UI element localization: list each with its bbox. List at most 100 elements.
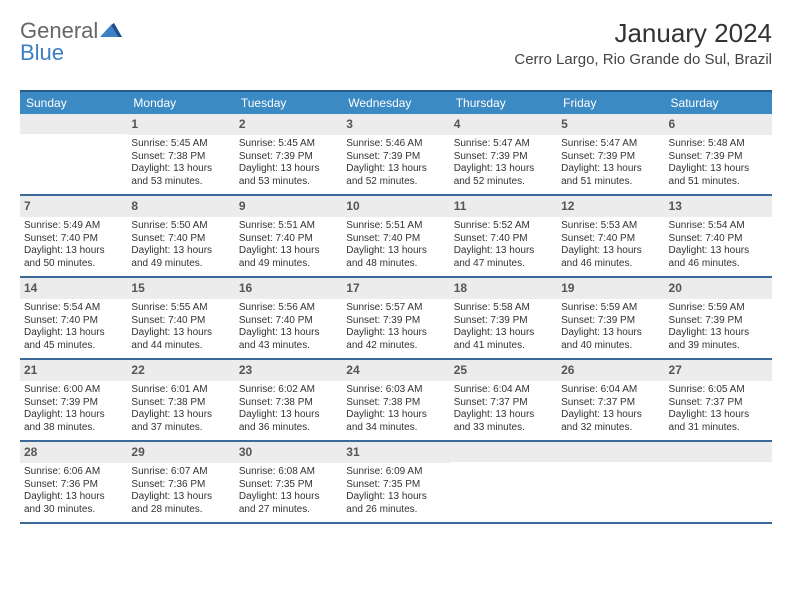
day-cell: 19Sunrise: 5:59 AMSunset: 7:39 PMDayligh… <box>557 278 664 358</box>
daylight-line: Daylight: 13 hours and 33 minutes. <box>454 409 553 434</box>
day-cell: 28Sunrise: 6:06 AMSunset: 7:36 PMDayligh… <box>20 442 127 522</box>
sunset-line: Sunset: 7:39 PM <box>561 151 660 164</box>
sunset-line: Sunset: 7:40 PM <box>346 233 445 246</box>
sunrise-line: Sunrise: 5:54 AM <box>24 302 123 315</box>
sunrise-line: Sunrise: 5:47 AM <box>561 138 660 151</box>
date-number: 12 <box>557 196 664 217</box>
day-cell: 17Sunrise: 5:57 AMSunset: 7:39 PMDayligh… <box>342 278 449 358</box>
day-cell <box>665 442 772 522</box>
sunrise-line: Sunrise: 6:01 AM <box>131 384 230 397</box>
calendar: Sunday Monday Tuesday Wednesday Thursday… <box>20 90 772 524</box>
day-cell: 2 Sunrise: 5:45 AMSunset: 7:39 PMDaylight… <box>235 114 342 194</box>
daylight-line: Daylight: 13 hours and 27 minutes. <box>239 491 338 516</box>
sunset-line: Sunset: 7:39 PM <box>346 151 445 164</box>
day-cell: 11Sunrise: 5:52 AMSunset: 7:40 PMDayligh… <box>450 196 557 276</box>
sunrise-line: Sunrise: 5:51 AM <box>346 220 445 233</box>
day-cell: 16Sunrise: 5:56 AMSunset: 7:40 PMDayligh… <box>235 278 342 358</box>
date-number: 31 <box>342 442 449 463</box>
daylight-line: Daylight: 13 hours and 50 minutes. <box>24 245 123 270</box>
day-cell <box>450 442 557 522</box>
daylight-line: Daylight: 13 hours and 45 minutes. <box>24 327 123 352</box>
day-cell: 8Sunrise: 5:50 AMSunset: 7:40 PMDaylight… <box>127 196 234 276</box>
date-number: 4 <box>450 114 557 135</box>
date-number: 11 <box>450 196 557 217</box>
daylight-line: Daylight: 13 hours and 52 minutes. <box>454 163 553 188</box>
day-cell <box>20 114 127 194</box>
sunrise-line: Sunrise: 6:09 AM <box>346 466 445 479</box>
daylight-line: Daylight: 13 hours and 47 minutes. <box>454 245 553 270</box>
date-number: 21 <box>20 360 127 381</box>
daylight-line: Daylight: 13 hours and 51 minutes. <box>561 163 660 188</box>
sunrise-line: Sunrise: 6:03 AM <box>346 384 445 397</box>
sunset-line: Sunset: 7:37 PM <box>669 397 768 410</box>
daylight-line: Daylight: 13 hours and 41 minutes. <box>454 327 553 352</box>
day-cell: 22Sunrise: 6:01 AMSunset: 7:38 PMDayligh… <box>127 360 234 440</box>
dow-monday: Monday <box>127 92 234 114</box>
day-cell: 25Sunrise: 6:04 AMSunset: 7:37 PMDayligh… <box>450 360 557 440</box>
daylight-line: Daylight: 13 hours and 31 minutes. <box>669 409 768 434</box>
daylight-line: Daylight: 13 hours and 46 minutes. <box>561 245 660 270</box>
daylight-line: Daylight: 13 hours and 46 minutes. <box>669 245 768 270</box>
day-cell: 10Sunrise: 5:51 AMSunset: 7:40 PMDayligh… <box>342 196 449 276</box>
sunrise-line: Sunrise: 6:05 AM <box>669 384 768 397</box>
day-cell: 31 Sunrise: 6:09 AMSunset: 7:35 PMDayligh… <box>342 442 449 522</box>
sunrise-line: Sunrise: 5:59 AM <box>561 302 660 315</box>
date-number: 6 <box>665 114 772 135</box>
day-cell: 1Sunrise: 5:45 AMSunset: 7:38 PMDaylight… <box>127 114 234 194</box>
day-cell: 5Sunrise: 5:47 AMSunset: 7:39 PMDaylight… <box>557 114 664 194</box>
sunset-line: Sunset: 7:35 PM <box>346 479 445 492</box>
week-row: 14Sunrise: 5:54 AMSunset: 7:40 PMDayligh… <box>20 278 772 360</box>
week-row: 7Sunrise: 5:49 AMSunset: 7:40 PMDaylight… <box>20 196 772 278</box>
sunrise-line: Sunrise: 5:45 AM <box>239 138 338 151</box>
day-cell <box>557 442 664 522</box>
day-cell: 29Sunrise: 6:07 AMSunset: 7:36 PMDayligh… <box>127 442 234 522</box>
daylight-line: Daylight: 13 hours and 30 minutes. <box>24 491 123 516</box>
dow-wednesday: Wednesday <box>342 92 449 114</box>
sunset-line: Sunset: 7:40 PM <box>669 233 768 246</box>
date-number: 2 <box>235 114 342 135</box>
sunrise-line: Sunrise: 5:46 AM <box>346 138 445 151</box>
logo-text-blue: Blue <box>20 40 64 65</box>
sunrise-line: Sunrise: 5:53 AM <box>561 220 660 233</box>
sunrise-line: Sunrise: 5:57 AM <box>346 302 445 315</box>
daylight-line: Daylight: 13 hours and 53 minutes. <box>239 163 338 188</box>
sunrise-line: Sunrise: 5:47 AM <box>454 138 553 151</box>
sunset-line: Sunset: 7:40 PM <box>24 233 123 246</box>
date-number <box>665 442 772 462</box>
sunset-line: Sunset: 7:40 PM <box>239 315 338 328</box>
sunset-line: Sunset: 7:40 PM <box>239 233 338 246</box>
sunset-line: Sunset: 7:39 PM <box>454 151 553 164</box>
daylight-line: Daylight: 13 hours and 49 minutes. <box>239 245 338 270</box>
sunrise-line: Sunrise: 5:55 AM <box>131 302 230 315</box>
sunset-line: Sunset: 7:36 PM <box>24 479 123 492</box>
sunset-line: Sunset: 7:40 PM <box>131 315 230 328</box>
daylight-line: Daylight: 13 hours and 28 minutes. <box>131 491 230 516</box>
weeks-container: 1Sunrise: 5:45 AMSunset: 7:38 PMDaylight… <box>20 114 772 524</box>
sunset-line: Sunset: 7:38 PM <box>131 151 230 164</box>
date-number <box>20 114 127 134</box>
sunrise-line: Sunrise: 5:45 AM <box>131 138 230 151</box>
daylight-line: Daylight: 13 hours and 52 minutes. <box>346 163 445 188</box>
header: General January 2024 Cerro Largo, Rio Gr… <box>20 18 772 68</box>
date-number: 15 <box>127 278 234 299</box>
daylight-line: Daylight: 13 hours and 26 minutes. <box>346 491 445 516</box>
date-number: 24 <box>342 360 449 381</box>
daylight-line: Daylight: 13 hours and 32 minutes. <box>561 409 660 434</box>
day-cell: 6Sunrise: 5:48 AMSunset: 7:39 PMDaylight… <box>665 114 772 194</box>
date-number: 1 <box>127 114 234 135</box>
sunrise-line: Sunrise: 6:04 AM <box>454 384 553 397</box>
sunset-line: Sunset: 7:39 PM <box>239 151 338 164</box>
week-row: 21Sunrise: 6:00 AMSunset: 7:39 PMDayligh… <box>20 360 772 442</box>
daylight-line: Daylight: 13 hours and 34 minutes. <box>346 409 445 434</box>
day-cell: 3Sunrise: 5:46 AMSunset: 7:39 PMDaylight… <box>342 114 449 194</box>
week-row: 1Sunrise: 5:45 AMSunset: 7:38 PMDaylight… <box>20 114 772 196</box>
daylight-line: Daylight: 13 hours and 44 minutes. <box>131 327 230 352</box>
daylight-line: Daylight: 13 hours and 36 minutes. <box>239 409 338 434</box>
date-number: 17 <box>342 278 449 299</box>
date-number: 25 <box>450 360 557 381</box>
day-cell: 18Sunrise: 5:58 AMSunset: 7:39 PMDayligh… <box>450 278 557 358</box>
sunset-line: Sunset: 7:39 PM <box>561 315 660 328</box>
sunrise-line: Sunrise: 6:04 AM <box>561 384 660 397</box>
sunrise-line: Sunrise: 5:49 AM <box>24 220 123 233</box>
date-number: 16 <box>235 278 342 299</box>
